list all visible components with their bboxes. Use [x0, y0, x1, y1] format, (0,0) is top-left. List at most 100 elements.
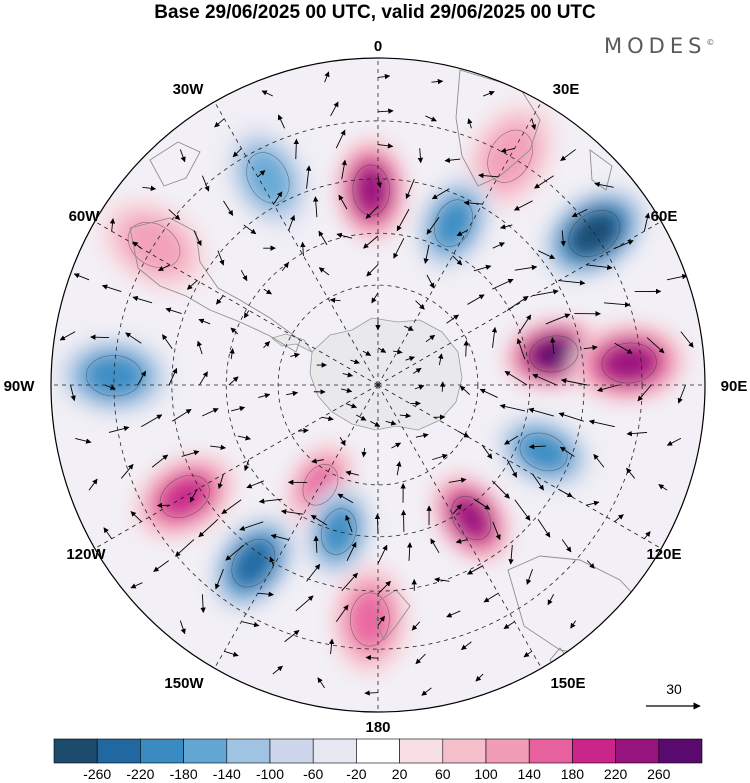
wind-vector: [421, 687, 432, 696]
wind-vector: [273, 191, 283, 205]
wind-vector: [370, 420, 381, 427]
wind-vector: [269, 556, 275, 567]
wind-vector: [130, 511, 142, 522]
wind-vector: [377, 544, 388, 564]
map-border: [50, 57, 706, 713]
wind-vector: [328, 638, 335, 655]
colorbar-tick-label: -220: [126, 766, 154, 782]
wind-vector: [261, 90, 274, 97]
wind-vector: [366, 264, 379, 277]
wind-vector: [532, 474, 545, 491]
meridian-line: [377, 101, 542, 386]
wind-vector: [132, 295, 153, 304]
wind-vector: [481, 444, 493, 460]
wind-vector: [225, 544, 244, 561]
wind-vector: [586, 500, 600, 506]
wind-vector: [586, 264, 613, 271]
wind-vector: [132, 241, 142, 249]
wind-vector: [517, 314, 532, 335]
wind-vector: [393, 349, 403, 355]
wind-vector: [666, 273, 688, 281]
wind-vector: [514, 499, 531, 521]
anomaly-blob: [159, 475, 210, 518]
wind-vector: [457, 430, 470, 438]
wind-vector: [452, 504, 462, 515]
wind-vector: [198, 318, 211, 325]
wind-vector: [377, 108, 394, 114]
wind-vector: [339, 436, 346, 446]
coast-madagascar: [589, 149, 613, 191]
wind-vector: [364, 690, 379, 696]
wind-vector: [228, 376, 239, 386]
wind-vector: [413, 367, 422, 374]
wind-vector: [385, 420, 397, 426]
anomaly-blob: [602, 343, 656, 383]
wind-vector: [550, 337, 556, 355]
wind-vector: [313, 535, 319, 553]
wind-vector: [257, 591, 274, 597]
wind-vector: [561, 539, 572, 553]
wind-vector: [342, 372, 354, 378]
wind-vector: [108, 425, 130, 433]
anomaly-contour: [320, 508, 357, 555]
wind-vector: [130, 582, 143, 589]
wind-vector: [215, 295, 224, 305]
wind-vector: [322, 415, 334, 422]
colorbar-swatch: [658, 738, 703, 764]
lon-label-30w: 30W: [173, 81, 205, 98]
wind-vector: [246, 480, 264, 489]
colorbar-swatch: [226, 738, 271, 764]
colorbar-swatch: [615, 738, 660, 764]
colorbar-swatch: [485, 738, 530, 764]
colorbar-swatch: [140, 738, 184, 764]
antarctic-peninsula: [271, 333, 314, 354]
wind-vector: [346, 541, 357, 562]
wind-vector: [277, 114, 285, 129]
wind-vector: [530, 118, 537, 131]
lon-label-60e: 60E: [651, 208, 678, 225]
wind-vector: [229, 348, 235, 360]
wind-vector: [240, 269, 248, 282]
wind-vector: [459, 385, 471, 395]
wind-vector: [588, 419, 615, 428]
wind-vector: [446, 314, 460, 324]
wind-vector: [224, 650, 239, 657]
wind-vector: [104, 384, 116, 390]
wind-vector: [200, 594, 206, 614]
meridian-line: [377, 384, 542, 669]
colorbar-tick-label: 260: [647, 766, 671, 782]
colorbar-swatch: [96, 738, 141, 764]
wind-vector: [463, 200, 483, 206]
wind-vector: [558, 280, 586, 286]
wind-vector: [201, 408, 219, 417]
wind-vector: [513, 200, 533, 211]
wind-vector: [103, 527, 113, 540]
colorbar-swatch: [183, 738, 228, 764]
wind-vector: [280, 509, 304, 515]
wind-vector: [463, 340, 469, 357]
colorbar-tick-label: 180: [561, 766, 585, 782]
lon-label-90w: 90W: [4, 378, 36, 395]
wind-vector: [341, 572, 358, 592]
wind-vector: [492, 242, 505, 249]
meridian-line: [377, 221, 662, 386]
wind-vector: [430, 538, 440, 554]
wind-vector: [196, 340, 203, 355]
wind-vector: [478, 172, 499, 179]
anomaly-contour: [86, 355, 143, 397]
wind-vector: [483, 592, 499, 603]
anomaly-blob: [85, 355, 143, 397]
colorbar-tick-label: 100: [474, 766, 498, 782]
wind-vector: [258, 393, 271, 399]
wind-vector: [298, 427, 309, 434]
wind-vector: [221, 499, 242, 515]
wind-vector: [371, 292, 379, 304]
anomaly-contour: [519, 432, 568, 472]
wind-vector: [514, 264, 538, 271]
wind-vector: [335, 604, 349, 623]
wind-vector: [537, 519, 551, 538]
wind-vector: [448, 477, 467, 483]
wind-vector: [377, 143, 394, 149]
wind-vector: [583, 344, 598, 351]
colorbar-tick-label: 140: [518, 766, 542, 782]
